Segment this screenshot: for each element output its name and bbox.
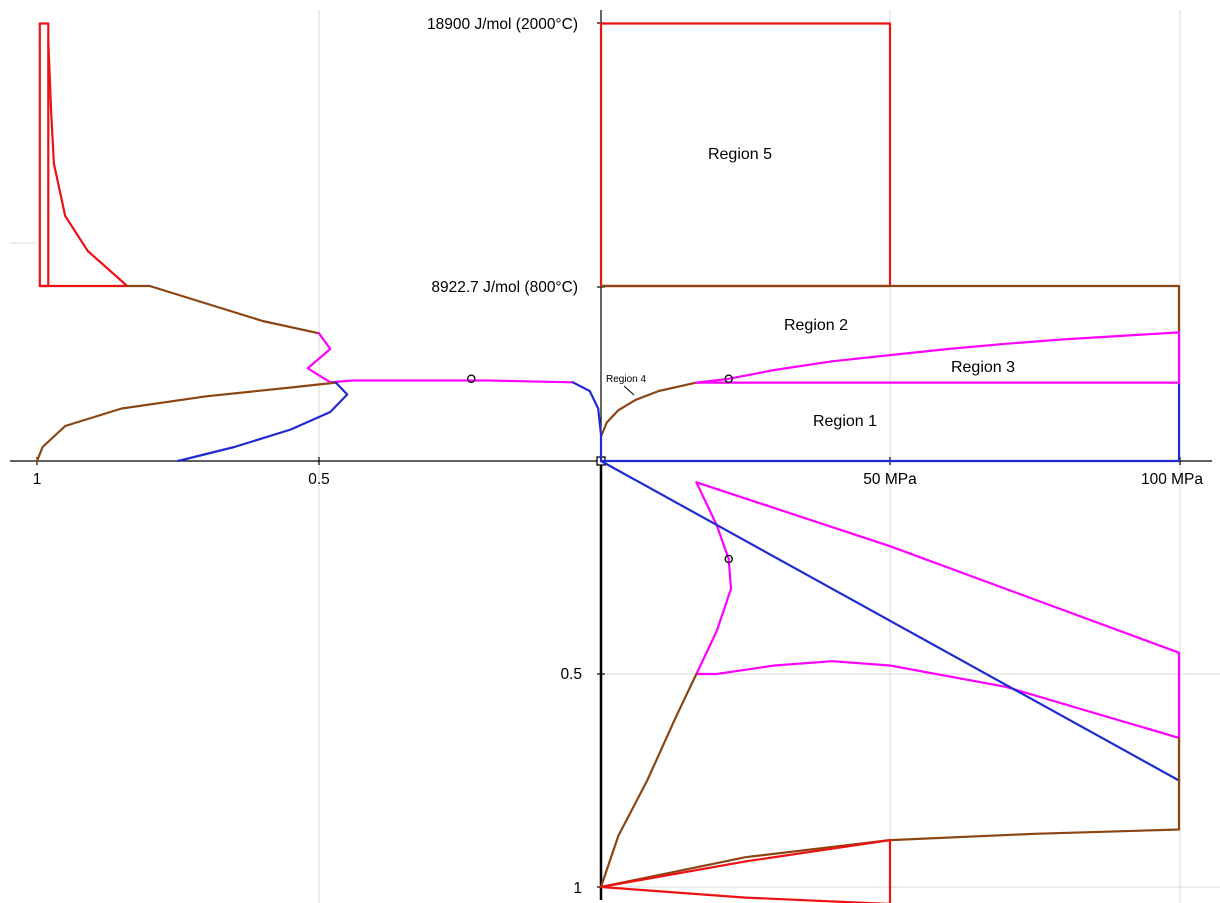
series-line-pressure-fraction-18: [599, 459, 1181, 782]
curves: [35, 22, 1181, 903]
series-line-fraction-temperature-9: [38, 39, 129, 288]
axes: [10, 10, 1212, 900]
markers: [467, 374, 733, 564]
x-tick-label: 100 MPa: [1141, 471, 1203, 488]
region-1-label: Region 1: [813, 413, 877, 430]
series-line-pressure-temperature-3: [599, 381, 1181, 463]
left-tick-label: 0.5: [308, 471, 330, 488]
t-max-label: 18900 J/mol (2000°C): [427, 16, 578, 33]
series-line-fraction-temperature-14: [571, 381, 603, 463]
series-line-fraction-temperature-13: [176, 381, 349, 463]
critical-point-marker: [724, 374, 733, 383]
region-4-label: Region 4: [606, 374, 646, 385]
lower-tick-label: 1: [573, 880, 582, 897]
labels: 18900 J/mol (2000°C) 8922.7 J/mol (800°C…: [33, 16, 1204, 897]
series-line-pressure-temperature-1: [599, 284, 1181, 334]
t-mid-label: 8922.7 J/mol (800°C): [431, 279, 578, 296]
series-line-pressure-fraction-19: [599, 672, 698, 889]
series-line-pressure-fraction-16: [695, 481, 1181, 740]
series-line-fraction-temperature-10: [126, 284, 321, 335]
x-tick-label: 50 MPa: [863, 471, 917, 488]
series-line-fraction-temperature-12: [35, 381, 337, 463]
series-line-fraction-temperature-11: [306, 332, 574, 384]
left-tick-label: 1: [33, 471, 42, 488]
series-line-pressure-temperature-5: [695, 331, 1181, 384]
region-4-leader: [623, 385, 635, 396]
series-line-pressure-temperature-4: [599, 381, 698, 438]
region-5-label: Region 5: [708, 146, 772, 163]
series-line-pressure-fraction-21: [599, 838, 892, 903]
series-line-pressure-fraction-17: [695, 481, 1181, 740]
series-line-fraction-temperature-8: [38, 22, 50, 288]
grid: [10, 10, 1220, 903]
series-line-pressure-fraction-20: [599, 736, 1181, 889]
critical-point-marker: [724, 554, 733, 564]
region-2-label: Region 2: [784, 317, 848, 334]
region-3-label: Region 3: [951, 359, 1015, 376]
critical-point-marker: [467, 374, 476, 383]
lower-tick-label: 0.5: [560, 666, 582, 683]
